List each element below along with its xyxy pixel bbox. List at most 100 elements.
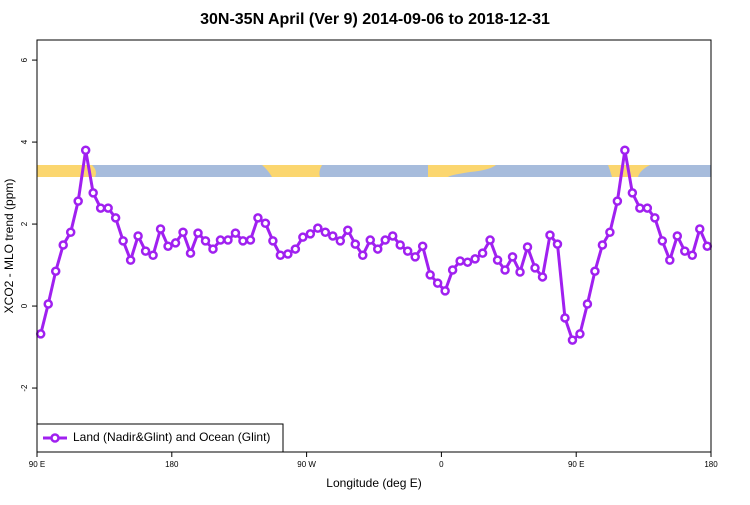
data-point bbox=[88, 188, 98, 198]
data-point bbox=[148, 250, 158, 260]
data-point bbox=[695, 224, 705, 234]
data-point bbox=[170, 238, 181, 248]
data-point bbox=[687, 250, 698, 260]
data-point bbox=[620, 145, 630, 156]
data-point bbox=[193, 228, 203, 238]
data-point bbox=[522, 242, 533, 252]
data-point bbox=[223, 235, 233, 245]
data-point bbox=[365, 235, 376, 245]
data-point bbox=[635, 203, 645, 213]
data-point bbox=[552, 239, 563, 249]
data-point bbox=[387, 231, 398, 241]
data-point bbox=[118, 236, 128, 246]
y-tick-label: -2 bbox=[20, 384, 29, 392]
data-point bbox=[582, 299, 593, 309]
data-point bbox=[358, 250, 368, 260]
data-point bbox=[178, 227, 188, 238]
data-point bbox=[350, 239, 361, 249]
legend-label: Land (Nadir&Glint) and Ocean (Glint) bbox=[73, 430, 270, 444]
data-point bbox=[627, 188, 638, 198]
data-point bbox=[260, 218, 271, 228]
data-point bbox=[597, 240, 608, 250]
data-point bbox=[642, 203, 653, 213]
data-point bbox=[268, 236, 278, 246]
data-point bbox=[80, 145, 91, 156]
data-point bbox=[50, 266, 61, 276]
data-point bbox=[208, 244, 218, 254]
data-point bbox=[343, 225, 353, 235]
data-point bbox=[253, 213, 263, 223]
data-point bbox=[328, 231, 338, 241]
data-point bbox=[470, 254, 480, 264]
legend-box bbox=[36, 423, 284, 453]
data-point bbox=[163, 241, 173, 251]
data-point bbox=[432, 278, 443, 288]
plot-frame bbox=[36, 39, 712, 453]
data-point bbox=[73, 196, 83, 206]
x-tick-label: 180 bbox=[165, 460, 179, 469]
y-tick-label: 4 bbox=[20, 139, 29, 144]
data-point bbox=[417, 241, 428, 251]
data-point bbox=[395, 240, 405, 250]
data-point bbox=[215, 235, 226, 245]
data-point bbox=[447, 265, 458, 275]
data-point bbox=[43, 299, 53, 309]
data-point bbox=[680, 246, 690, 256]
chart-title: 30N-35N April (Ver 9) 2014-09-06 to 2018… bbox=[200, 11, 550, 28]
data-point bbox=[35, 329, 46, 339]
data-point bbox=[530, 263, 540, 273]
data-point bbox=[200, 236, 211, 246]
x-tick-label: 90 E bbox=[568, 460, 584, 469]
data-point bbox=[537, 272, 548, 282]
x-tick-label: 180 bbox=[704, 460, 718, 469]
x-tick-label: 0 bbox=[439, 460, 444, 469]
data-point bbox=[515, 267, 525, 277]
data-point bbox=[477, 248, 488, 258]
data-point bbox=[440, 286, 450, 296]
data-point bbox=[402, 246, 413, 256]
data-point bbox=[155, 224, 166, 234]
data-point bbox=[110, 213, 121, 223]
data-point bbox=[507, 252, 518, 262]
data-point bbox=[380, 235, 390, 245]
data-point bbox=[103, 203, 113, 213]
y-tick-label: 0 bbox=[20, 303, 29, 308]
data-point bbox=[492, 255, 503, 265]
data-point bbox=[462, 257, 473, 267]
x-tick-label: 90 W bbox=[297, 460, 316, 469]
y-axis-label: XCO2 - MLO trend (ppm) bbox=[2, 179, 16, 314]
data-point bbox=[612, 196, 623, 206]
data-point bbox=[425, 270, 435, 280]
x-axis-label: Longitude (deg E) bbox=[326, 476, 421, 490]
data-point bbox=[185, 248, 196, 258]
data-point bbox=[245, 235, 256, 245]
data-point bbox=[275, 250, 286, 260]
data-point bbox=[65, 227, 76, 238]
data-point bbox=[230, 228, 241, 238]
series-line bbox=[39, 150, 709, 343]
data-point bbox=[500, 265, 510, 275]
land-ocean-strip bbox=[37, 165, 711, 177]
data-point bbox=[320, 227, 331, 238]
data-point bbox=[335, 236, 346, 246]
data-point bbox=[567, 335, 578, 345]
data-point bbox=[140, 246, 151, 256]
data-point bbox=[298, 232, 308, 242]
x-tick-label: 90 E bbox=[29, 460, 45, 469]
data-point bbox=[672, 231, 683, 241]
data-point bbox=[125, 255, 136, 265]
data-point bbox=[410, 252, 420, 262]
data-point bbox=[313, 223, 323, 233]
data-point bbox=[238, 236, 248, 246]
data-point bbox=[133, 231, 143, 241]
legend-swatch-point bbox=[50, 433, 60, 443]
y-tick-label: 2 bbox=[20, 221, 29, 226]
data-point bbox=[560, 313, 570, 323]
data-point bbox=[290, 244, 301, 254]
data-point bbox=[665, 255, 675, 265]
data-point bbox=[650, 213, 660, 223]
data-point bbox=[283, 249, 293, 259]
data-point bbox=[575, 329, 585, 339]
data-point bbox=[545, 230, 555, 240]
